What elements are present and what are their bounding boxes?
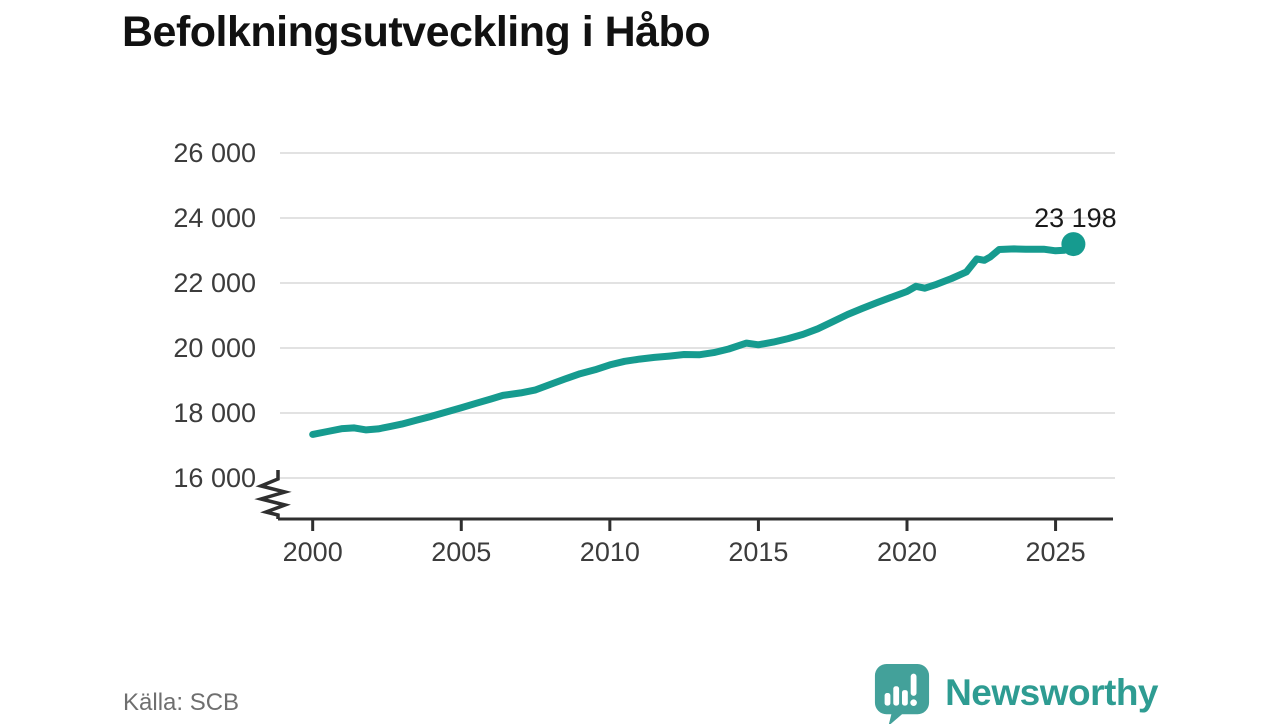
y-tick-label: 26 000 bbox=[173, 138, 256, 168]
y-tick-label: 20 000 bbox=[173, 333, 256, 363]
x-tick-label: 2020 bbox=[877, 537, 937, 567]
chart-title: Befolkningsutveckling i Håbo bbox=[122, 8, 711, 56]
y-tick-label: 18 000 bbox=[173, 398, 256, 428]
axis-labels-group: 26 000 24 000 22 000 20 000 18 000 16 000 2000… bbox=[173, 138, 1085, 567]
x-tick-label: 2010 bbox=[580, 537, 640, 567]
newsworthy-speech-bubble-bar-chart-icon bbox=[874, 664, 930, 724]
x-tick-label: 2025 bbox=[1026, 537, 1086, 567]
x-tick-label: 2000 bbox=[283, 537, 343, 567]
y-tick-label: 16 000 bbox=[173, 463, 256, 493]
gridlines-group bbox=[280, 152, 1115, 479]
y-tick-label: 22 000 bbox=[173, 268, 256, 298]
y-axis-break-zigzag-icon bbox=[254, 470, 292, 519]
y-tick-label: 24 000 bbox=[173, 203, 256, 233]
newsworthy-brand: Newsworthy bbox=[873, 662, 1158, 724]
latest-value-label: 23 198 bbox=[1034, 203, 1117, 233]
x-tick-label: 2015 bbox=[728, 537, 788, 567]
logo-bar-tall bbox=[893, 686, 900, 706]
x-tick-label: 2005 bbox=[431, 537, 491, 567]
brand-wordmark: Newsworthy bbox=[945, 672, 1158, 713]
population-series-line bbox=[309, 240, 1077, 438]
logo-bar-small bbox=[884, 693, 891, 706]
axes-group bbox=[254, 470, 1113, 531]
data-series-group: 23 198 bbox=[309, 203, 1117, 438]
logo-bar-medium bbox=[902, 690, 908, 706]
latest-value-marker bbox=[1061, 232, 1086, 257]
source-note: Källa: SCB bbox=[123, 689, 240, 716]
logo-exclamation-dot bbox=[910, 699, 917, 706]
logo-exclamation-stroke bbox=[910, 673, 917, 696]
